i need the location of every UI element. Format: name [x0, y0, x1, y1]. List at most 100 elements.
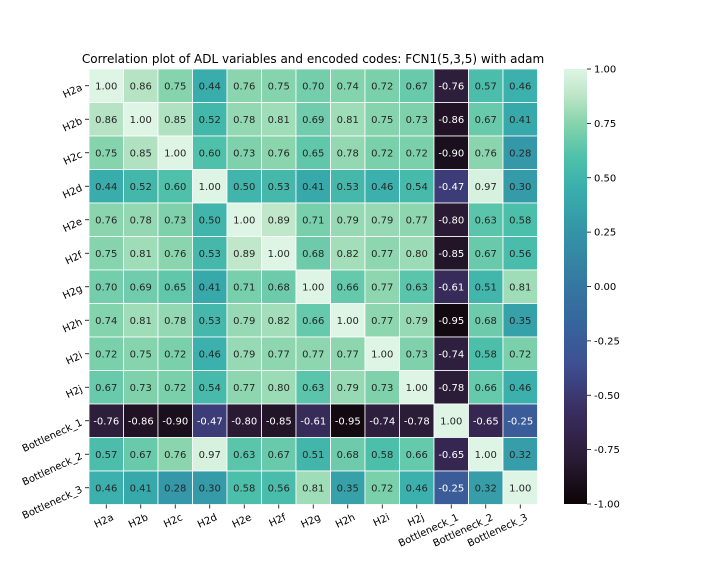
- cell-value-label: 0.80: [406, 249, 428, 260]
- heatmap-cell: [192, 470, 228, 505]
- heatmap-cell: [468, 437, 504, 472]
- row-tick-label: Bottleneck_1: [21, 417, 84, 454]
- cell-value-label: 0.89: [233, 249, 255, 260]
- heatmap-cell: [330, 169, 366, 204]
- cell-value-label: 0.75: [95, 148, 117, 159]
- heatmap-cell: [502, 102, 538, 137]
- cell-value-label: 0.79: [337, 383, 359, 394]
- row-tick-label: H2g: [61, 283, 84, 302]
- heatmap-cell: [88, 269, 124, 304]
- cell-value-label: -0.80: [438, 215, 464, 226]
- cell-value-label: -0.65: [473, 416, 499, 427]
- heatmap-cell: [226, 135, 262, 170]
- cell-value-label: -0.65: [438, 450, 464, 461]
- cell-value-label: 0.57: [475, 81, 497, 92]
- cell-value-label: 0.65: [302, 148, 324, 159]
- heatmap-cell: [502, 269, 538, 304]
- heatmap-cell: [192, 102, 228, 137]
- heatmap-cell: [364, 202, 400, 237]
- cell-value-label: -0.76: [438, 81, 464, 92]
- cell-value-label: 0.67: [130, 450, 152, 461]
- cell-value-label: -0.95: [335, 416, 361, 427]
- cell-value-label: 0.79: [371, 215, 393, 226]
- heatmap-cell: [192, 437, 228, 472]
- cell-value-label: 0.78: [233, 115, 255, 126]
- heatmap-cell: [88, 403, 124, 438]
- cell-value-label: -0.74: [369, 416, 395, 427]
- cell-value-label: -0.76: [93, 416, 119, 427]
- heatmap-cell: [502, 470, 538, 505]
- heatmap-cells: 1.00 0.86 0.75 0.44 0.76 0.75 0.70 0.74 0.72 0.67…: [88, 68, 538, 505]
- cell-value-label: 0.75: [164, 81, 186, 92]
- heatmap-cell: [433, 135, 469, 170]
- cell-value-label: 0.78: [164, 316, 186, 327]
- colorbar-tick-label: 0.75: [594, 119, 616, 130]
- column-tick-label: H2f: [268, 512, 289, 530]
- cell-value-label: 1.00: [371, 349, 393, 360]
- heatmap-cell: [399, 135, 435, 170]
- row-tick-label: H2h: [61, 317, 84, 336]
- heatmap-cell: [364, 236, 400, 271]
- heatmap-cell: [468, 68, 504, 103]
- cell-value-label: 0.68: [475, 316, 497, 327]
- cell-value-label: -0.25: [507, 416, 533, 427]
- heatmap-cell: [192, 202, 228, 237]
- cell-value-label: 0.66: [475, 383, 497, 394]
- row-tick-labels: H2a H2b H2c H2d H2e H2f H2g H2h H2i H2j Bottleneck…: [21, 82, 89, 522]
- cell-value-label: 0.60: [199, 148, 221, 159]
- heatmap-cell: [330, 102, 366, 137]
- heatmap-cell: [502, 169, 538, 204]
- cell-value-label: 0.67: [268, 450, 290, 461]
- cell-value-label: 0.73: [164, 215, 186, 226]
- cell-value-label: 0.63: [475, 215, 497, 226]
- column-tick-label: H2e: [231, 512, 254, 530]
- heatmap-cell: [364, 169, 400, 204]
- heatmap-cell: [468, 470, 504, 505]
- cell-value-label: 0.35: [337, 483, 359, 494]
- heatmap-cell: [468, 336, 504, 371]
- cell-value-label: 1.00: [95, 81, 117, 92]
- cell-value-label: 0.54: [406, 182, 428, 193]
- heatmap-cell: [502, 403, 538, 438]
- chart-title: Correlation plot of ADL variables and en…: [82, 52, 544, 66]
- cell-value-label: 0.80: [268, 383, 290, 394]
- heatmap-cell: [433, 370, 469, 405]
- colorbar-tick-label: -0.50: [594, 391, 620, 402]
- cell-value-label: 0.30: [509, 182, 531, 193]
- colorbar-tick-label: -0.25: [594, 336, 620, 347]
- heatmap-cell: [123, 403, 159, 438]
- cell-value-label: 0.66: [302, 316, 324, 327]
- cell-value-label: 0.32: [509, 450, 531, 461]
- cell-value-label: 0.63: [302, 383, 324, 394]
- heatmap-cell: [192, 236, 228, 271]
- heatmap-cell: [261, 437, 297, 472]
- cell-value-label: 0.79: [233, 316, 255, 327]
- cell-value-label: -0.61: [438, 282, 464, 293]
- cell-value-label: 0.81: [509, 282, 531, 293]
- cell-value-label: 0.54: [199, 383, 221, 394]
- cell-value-label: 0.82: [268, 316, 290, 327]
- cell-value-label: 0.78: [130, 215, 152, 226]
- cell-value-label: 1.00: [440, 416, 462, 427]
- cell-value-label: 0.32: [475, 483, 497, 494]
- row-tick-label: Bottleneck_2: [21, 451, 84, 488]
- cell-value-label: 0.46: [406, 483, 428, 494]
- cell-value-label: 0.69: [130, 282, 152, 293]
- heatmap-cell: [226, 437, 262, 472]
- cell-value-label: 0.57: [95, 450, 117, 461]
- cell-value-label: 0.68: [302, 249, 324, 260]
- cell-value-label: 1.00: [509, 483, 531, 494]
- cell-value-label: 0.97: [475, 182, 497, 193]
- cell-value-label: 1.00: [337, 316, 359, 327]
- heatmap-cell: [123, 202, 159, 237]
- cell-value-label: 0.41: [302, 182, 324, 193]
- heatmap-cell: [123, 236, 159, 271]
- cell-value-label: 0.44: [199, 81, 221, 92]
- cell-value-label: 1.00: [475, 450, 497, 461]
- cell-value-label: 0.85: [164, 115, 186, 126]
- heatmap-cell: [261, 269, 297, 304]
- column-tick-labels: H2a H2b H2c H2d H2e H2f H2g H2h H2i H2jBottleneck…: [93, 504, 530, 550]
- cell-value-label: 0.63: [233, 450, 255, 461]
- cell-value-label: 0.72: [371, 81, 393, 92]
- heatmap-cell: [399, 102, 435, 137]
